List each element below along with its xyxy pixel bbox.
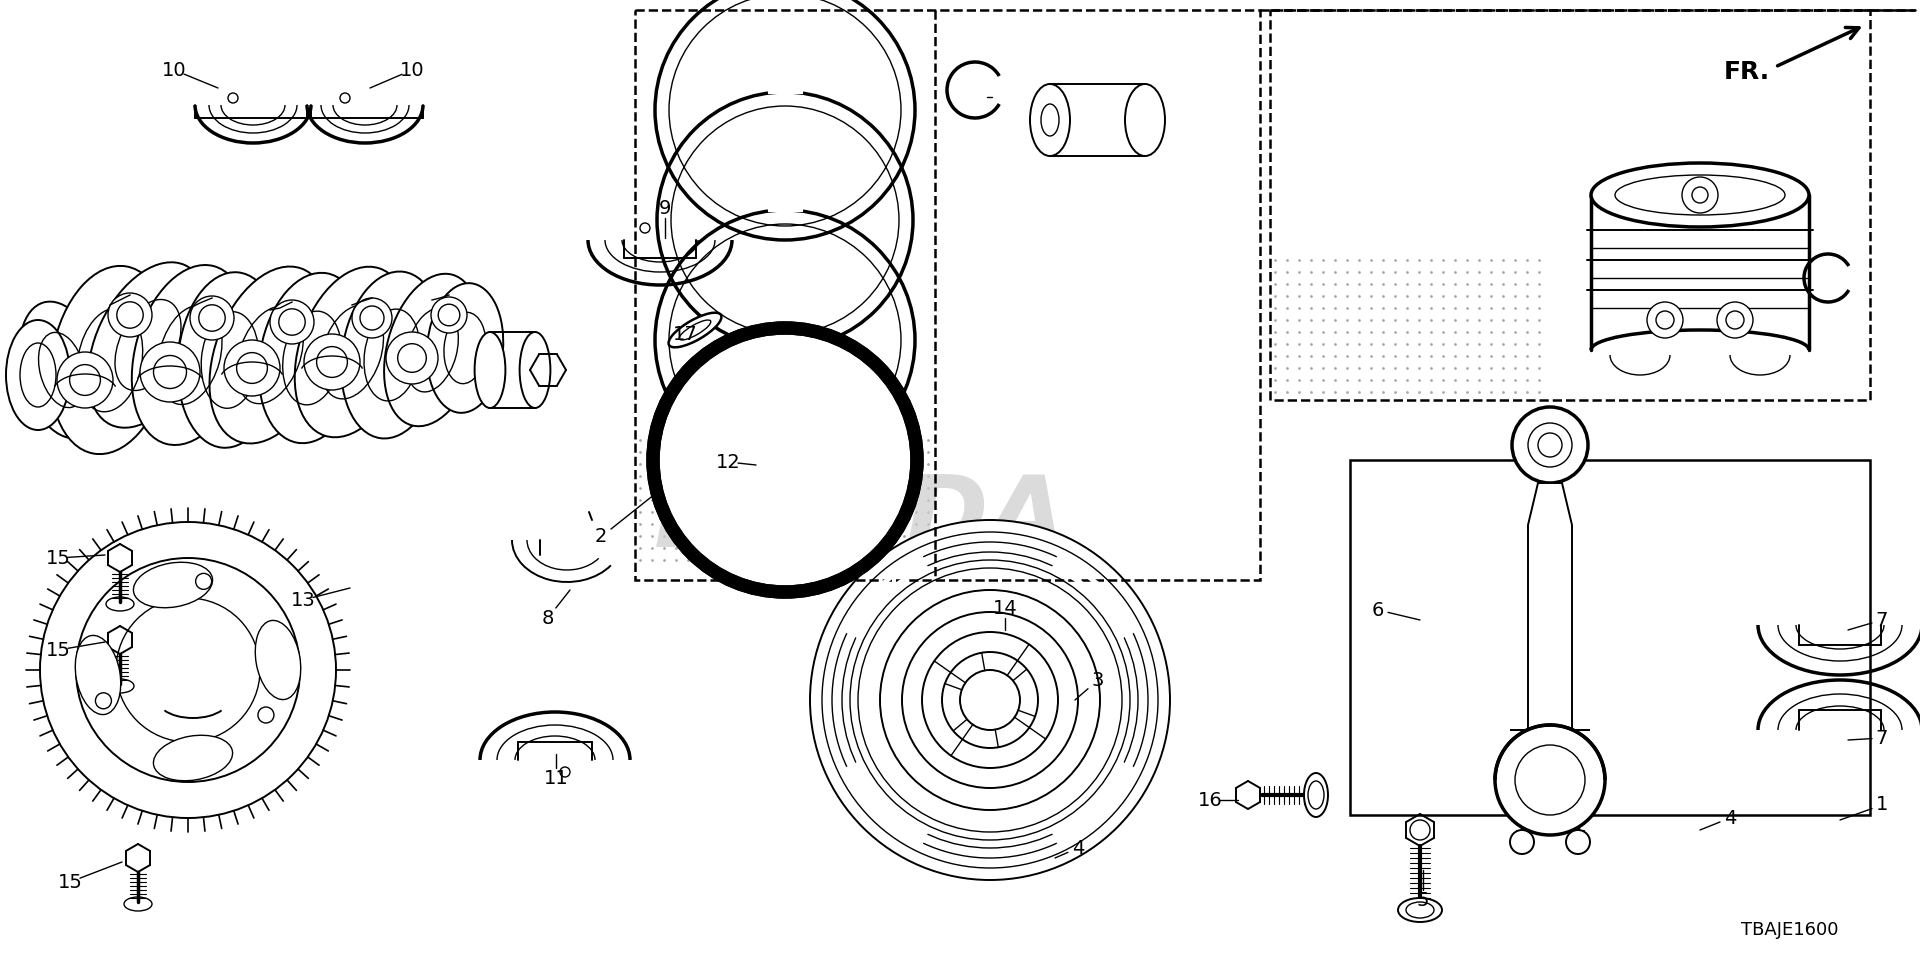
Circle shape — [430, 297, 467, 333]
Text: 8: 8 — [541, 609, 555, 628]
Ellipse shape — [384, 274, 480, 426]
Text: 4: 4 — [1071, 838, 1085, 857]
Text: 15: 15 — [58, 873, 83, 892]
Bar — [1269, 10, 1870, 400]
Ellipse shape — [132, 563, 213, 608]
Ellipse shape — [209, 267, 330, 444]
Text: 1: 1 — [1876, 796, 1887, 814]
Circle shape — [271, 300, 315, 344]
Ellipse shape — [132, 265, 248, 445]
Ellipse shape — [668, 313, 722, 348]
Polygon shape — [1509, 483, 1590, 730]
Ellipse shape — [75, 636, 121, 714]
Ellipse shape — [1592, 163, 1809, 227]
Text: FR.: FR. — [1724, 60, 1770, 84]
Circle shape — [1513, 407, 1588, 483]
Circle shape — [831, 542, 1148, 858]
Text: 14: 14 — [993, 598, 1018, 617]
Circle shape — [303, 334, 361, 390]
Text: TBAJE1600: TBAJE1600 — [1741, 921, 1839, 939]
Circle shape — [140, 342, 200, 402]
Ellipse shape — [1029, 84, 1069, 156]
Text: 6: 6 — [1371, 601, 1384, 619]
Ellipse shape — [259, 273, 365, 444]
Text: 7: 7 — [1876, 729, 1887, 748]
Circle shape — [902, 612, 1077, 788]
Text: 9: 9 — [659, 199, 672, 218]
Circle shape — [1567, 830, 1590, 854]
Ellipse shape — [6, 320, 69, 430]
Ellipse shape — [426, 283, 503, 413]
Circle shape — [108, 293, 152, 337]
Circle shape — [1509, 830, 1534, 854]
Ellipse shape — [1398, 898, 1442, 922]
Text: 7: 7 — [1876, 611, 1887, 630]
Circle shape — [851, 560, 1131, 840]
Text: 11: 11 — [543, 769, 568, 787]
Circle shape — [77, 558, 300, 782]
Text: 5: 5 — [1417, 891, 1428, 909]
Ellipse shape — [1304, 773, 1329, 817]
Circle shape — [1528, 423, 1572, 467]
Text: 13: 13 — [290, 590, 315, 610]
Ellipse shape — [255, 620, 301, 700]
Ellipse shape — [19, 301, 106, 439]
Ellipse shape — [296, 267, 409, 438]
Ellipse shape — [520, 332, 551, 408]
Circle shape — [843, 552, 1139, 848]
Ellipse shape — [342, 272, 444, 439]
Circle shape — [386, 332, 438, 384]
Circle shape — [810, 520, 1169, 880]
Ellipse shape — [154, 735, 232, 780]
Circle shape — [659, 334, 910, 586]
Bar — [1350, 460, 1870, 815]
Circle shape — [647, 322, 924, 598]
Circle shape — [822, 532, 1158, 868]
Text: 15: 15 — [46, 548, 71, 567]
Text: 10: 10 — [399, 60, 424, 80]
Circle shape — [190, 296, 234, 340]
Bar — [636, 10, 1260, 580]
Circle shape — [58, 352, 113, 408]
Circle shape — [351, 298, 392, 338]
Text: HONDA: HONDA — [653, 471, 1066, 568]
Text: 17: 17 — [672, 325, 697, 345]
Circle shape — [225, 340, 280, 396]
Ellipse shape — [474, 332, 505, 408]
Text: 10: 10 — [161, 60, 186, 80]
Text: 4: 4 — [1724, 808, 1736, 828]
Circle shape — [922, 632, 1058, 768]
Circle shape — [40, 522, 336, 818]
Text: 12: 12 — [716, 452, 741, 471]
Text: 16: 16 — [1198, 790, 1223, 809]
Circle shape — [1496, 725, 1605, 835]
Text: 15: 15 — [46, 640, 71, 660]
Circle shape — [943, 652, 1039, 748]
Ellipse shape — [179, 273, 282, 447]
Circle shape — [705, 435, 776, 505]
Circle shape — [879, 590, 1100, 810]
Circle shape — [1716, 302, 1753, 338]
Circle shape — [858, 568, 1121, 832]
Ellipse shape — [1125, 84, 1165, 156]
Ellipse shape — [50, 266, 169, 454]
Ellipse shape — [88, 262, 207, 428]
Circle shape — [1682, 177, 1718, 213]
Circle shape — [960, 670, 1020, 730]
Text: 3: 3 — [1092, 670, 1104, 689]
Circle shape — [1647, 302, 1684, 338]
Text: 2: 2 — [595, 527, 607, 546]
